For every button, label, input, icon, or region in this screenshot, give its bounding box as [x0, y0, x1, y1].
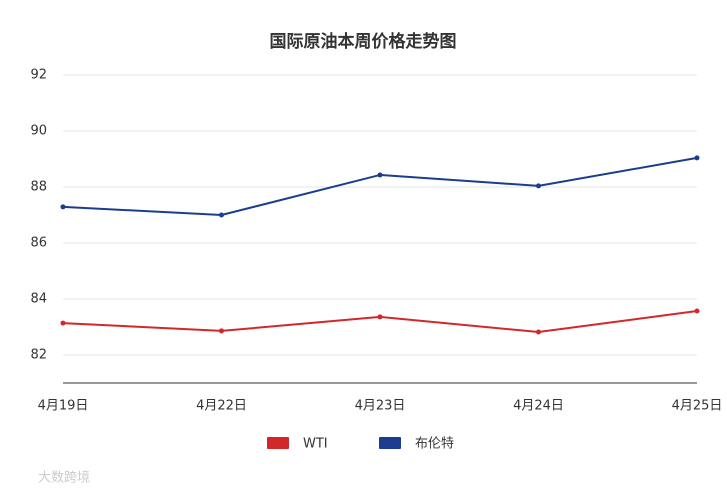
data-point — [60, 320, 66, 326]
series-line — [62, 310, 698, 334]
x-tick-label: 4月19日 — [38, 399, 89, 414]
chart-title: 国际原油本周价格走势图 — [270, 31, 457, 52]
x-tick-label: 4月22日 — [196, 399, 247, 414]
data-point — [219, 328, 224, 334]
data-point — [377, 314, 383, 320]
data-point — [60, 204, 66, 210]
legend-label[interactable]: WTI — [303, 437, 328, 452]
legend-swatch[interactable] — [379, 437, 401, 449]
series-line — [62, 156, 698, 217]
y-tick-label: 88 — [30, 180, 47, 195]
data-point — [377, 172, 383, 178]
y-tick-label: 92 — [30, 68, 47, 83]
y-tick-label: 90 — [30, 124, 47, 139]
y-tick-label: 84 — [30, 292, 47, 307]
x-tick-label: 4月24日 — [513, 399, 564, 414]
data-point — [694, 308, 700, 314]
x-tick-label: 4月23日 — [355, 399, 406, 414]
data-point — [536, 183, 541, 189]
x-tick-label: 4月25日 — [672, 399, 723, 414]
data-point — [536, 329, 541, 335]
legend-label[interactable]: 布伦特 — [415, 437, 454, 452]
y-tick-label: 82 — [30, 348, 47, 363]
y-tick-label: 86 — [30, 236, 47, 251]
legend-swatch[interactable] — [267, 437, 289, 449]
data-point — [219, 212, 224, 218]
data-point — [694, 155, 700, 161]
watermark: 大数跨境 — [38, 471, 90, 486]
